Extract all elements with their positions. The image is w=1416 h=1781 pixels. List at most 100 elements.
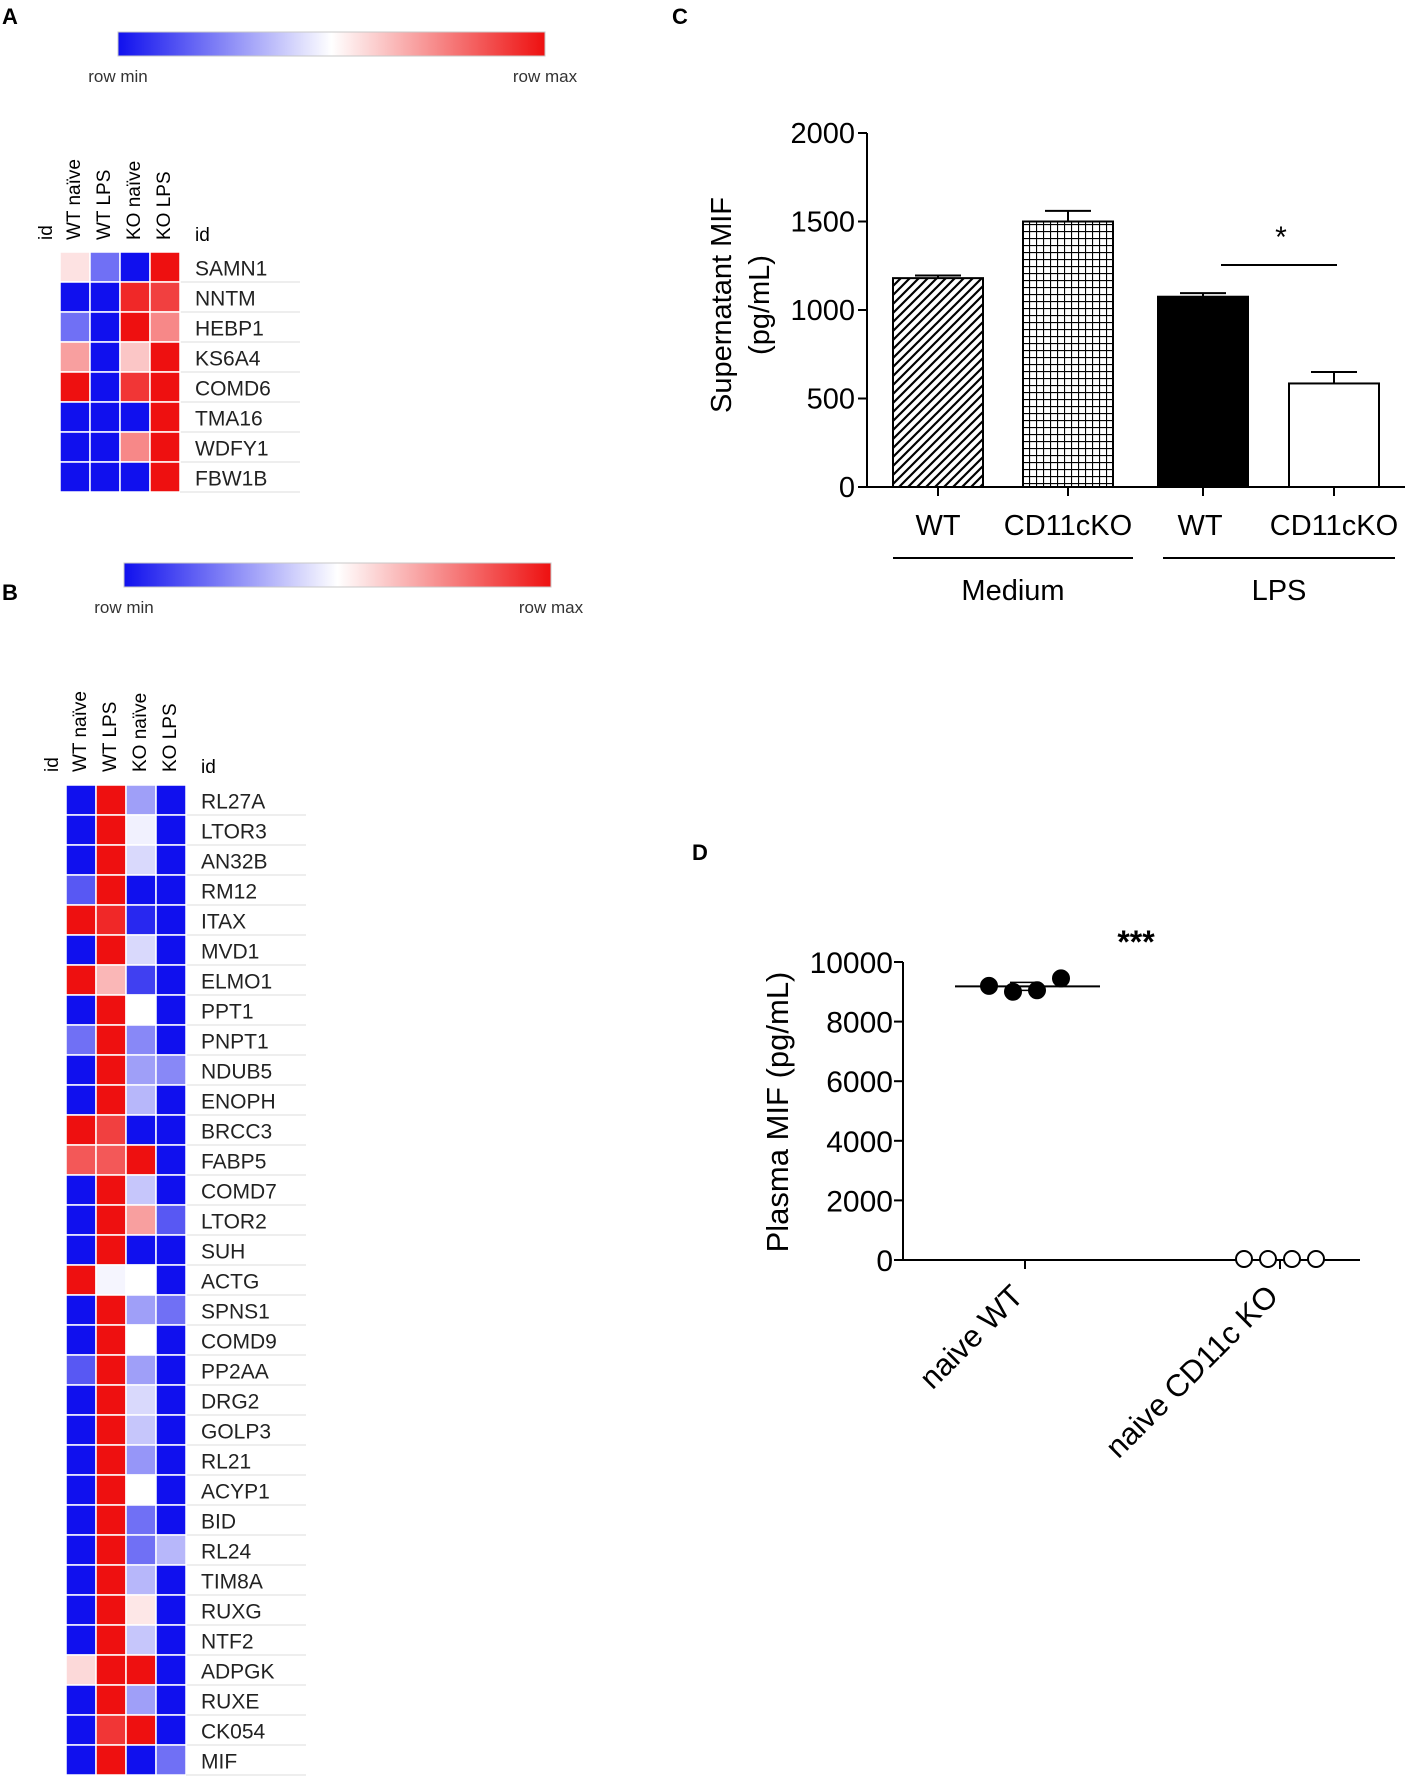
heatmap-cell bbox=[89, 341, 121, 373]
row-label: RL21 bbox=[201, 1450, 251, 1473]
heatmap-cell bbox=[65, 1294, 97, 1326]
heatmap-cell bbox=[125, 1444, 157, 1476]
heatmap-cell bbox=[95, 1684, 127, 1716]
heatmap-cell bbox=[155, 1024, 187, 1056]
heatmap-cell bbox=[155, 1714, 187, 1746]
color-scale-bar bbox=[117, 31, 546, 57]
row-label: NDUB5 bbox=[201, 1060, 272, 1083]
heatmap-cell bbox=[65, 1144, 97, 1176]
heatmap-cell bbox=[59, 281, 91, 313]
heatmap-cell bbox=[89, 311, 121, 343]
heatmap-cell bbox=[59, 341, 91, 373]
heatmap-cell bbox=[95, 1114, 127, 1146]
row-label: CK054 bbox=[201, 1720, 266, 1743]
row-label: BRCC3 bbox=[201, 1120, 272, 1143]
row-header-id: id bbox=[201, 757, 216, 778]
heatmap-cell bbox=[65, 904, 97, 936]
heatmap-cell bbox=[125, 784, 157, 816]
heatmap-cell bbox=[95, 964, 127, 996]
heatmap-cell bbox=[155, 1384, 187, 1416]
data-point bbox=[1004, 982, 1022, 1001]
heatmap-cell bbox=[89, 371, 121, 403]
heatmap-cell bbox=[95, 814, 127, 846]
y-tick-label: 2000 bbox=[790, 118, 855, 150]
column-header: WT naïve bbox=[64, 159, 85, 240]
row-label: AN32B bbox=[201, 850, 268, 873]
row-label: RL24 bbox=[201, 1540, 252, 1563]
heatmap-cell bbox=[119, 281, 151, 313]
heatmap-cell bbox=[149, 251, 181, 283]
heatmap-cell bbox=[59, 461, 91, 493]
heatmap-cell bbox=[125, 1114, 157, 1146]
row-label: TMA16 bbox=[195, 407, 263, 430]
heatmap-cell bbox=[65, 1414, 97, 1446]
heatmap-cell bbox=[155, 1174, 187, 1206]
heatmap-cell bbox=[95, 1174, 127, 1206]
heatmap-cell bbox=[125, 1744, 157, 1776]
row-label: NTF2 bbox=[201, 1630, 254, 1653]
heatmap-cell bbox=[65, 934, 97, 966]
row-label: TIM8A bbox=[201, 1570, 263, 1593]
x-tick-label: naive CD11c KO bbox=[1099, 1278, 1285, 1464]
heatmap-cell bbox=[65, 1594, 97, 1626]
heatmap-cell bbox=[89, 401, 121, 433]
heatmap-cell bbox=[155, 1324, 187, 1356]
heatmap-cell bbox=[155, 1144, 187, 1176]
x-tick-label: WT bbox=[915, 510, 960, 542]
column-header: WT naïve bbox=[70, 691, 91, 772]
heatmap-cell bbox=[65, 1324, 97, 1356]
y-tick-label: 1000 bbox=[790, 295, 855, 327]
heatmap-cell bbox=[125, 1204, 157, 1236]
heatmap-cell bbox=[155, 1354, 187, 1386]
heatmap-cell bbox=[65, 1534, 97, 1566]
heatmap-cell bbox=[59, 431, 91, 463]
heatmap-cell bbox=[95, 934, 127, 966]
heatmap-cell bbox=[65, 1084, 97, 1116]
row-label: ADPGK bbox=[201, 1660, 275, 1683]
row-label: COMD6 bbox=[195, 377, 271, 400]
heatmap-cell bbox=[65, 1024, 97, 1056]
heatmap-cell bbox=[95, 1504, 127, 1536]
heatmap-cell bbox=[119, 341, 151, 373]
heatmap-cell bbox=[125, 994, 157, 1026]
row-header-id: id bbox=[195, 225, 210, 246]
heatmap-cell bbox=[149, 311, 181, 343]
heatmap-cell bbox=[65, 874, 97, 906]
scatter-chart-d: 0 2000 4000 6000 8000 10000 Plasma MIF (pg/mL)… bbox=[760, 924, 1360, 1465]
color-scale-bar bbox=[123, 562, 552, 588]
heatmap-cell bbox=[125, 874, 157, 906]
y-tick-label: 10000 bbox=[810, 947, 893, 980]
heatmap-cell bbox=[155, 1564, 187, 1596]
row-label: FBW1B bbox=[195, 467, 267, 490]
heatmap-cell bbox=[65, 994, 97, 1026]
row-label: MVD1 bbox=[201, 940, 259, 963]
heatmap-cell bbox=[95, 1714, 127, 1746]
heatmap-cell bbox=[59, 401, 91, 433]
y-tick-label: 8000 bbox=[826, 1007, 893, 1040]
heatmap-cell bbox=[65, 1504, 97, 1536]
group-label: LPS bbox=[1252, 575, 1307, 607]
heatmap-cell bbox=[65, 1564, 97, 1596]
heatmap-cell bbox=[89, 281, 121, 313]
heatmap-cell bbox=[95, 844, 127, 876]
heatmap-cell bbox=[65, 1684, 97, 1716]
color-scale-min-label: row min bbox=[94, 598, 154, 617]
data-point bbox=[980, 976, 998, 995]
heatmap-cell bbox=[155, 904, 187, 936]
row-label: SAMN1 bbox=[195, 257, 267, 280]
row-label: ENOPH bbox=[201, 1090, 276, 1113]
heatmap-cell bbox=[65, 1654, 97, 1686]
y-tick-label: 500 bbox=[807, 384, 855, 416]
heatmap-cell bbox=[125, 1294, 157, 1326]
bar bbox=[1022, 220, 1114, 488]
bar bbox=[892, 277, 984, 489]
heatmap-cell bbox=[155, 1684, 187, 1716]
y-axis-title: Supernatant MIF bbox=[706, 197, 738, 413]
heatmap-cell bbox=[95, 1744, 127, 1776]
heatmap-cell bbox=[155, 1114, 187, 1146]
heatmap-cell bbox=[65, 1384, 97, 1416]
heatmap-cell bbox=[125, 1024, 157, 1056]
heatmap-cell bbox=[95, 1444, 127, 1476]
heatmap-cell bbox=[65, 1714, 97, 1746]
heatmap-cell bbox=[125, 1084, 157, 1116]
